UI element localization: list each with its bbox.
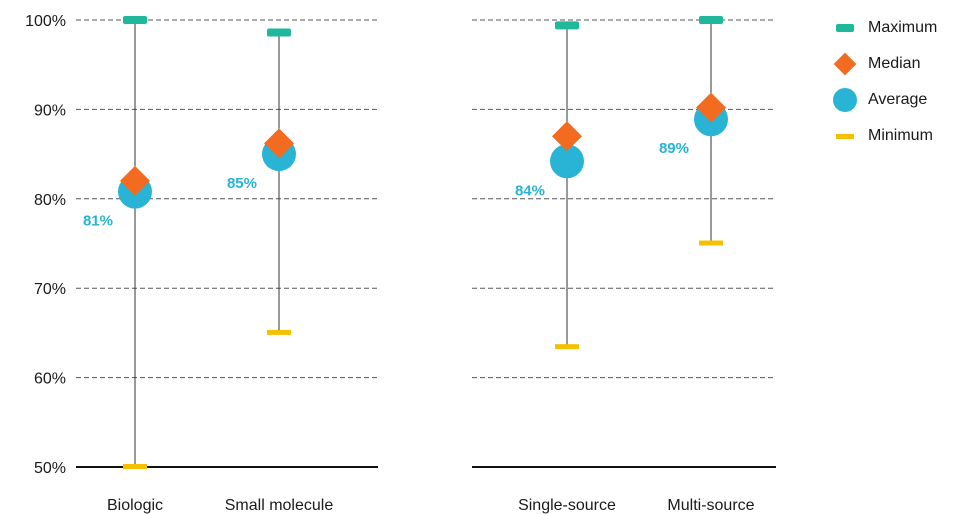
median-marker-icon	[832, 51, 858, 77]
legend-label-median: Median	[868, 55, 921, 72]
legend-item-maximum: Maximum	[832, 10, 937, 46]
legend: Maximum Median Average Minimum	[832, 10, 937, 154]
y-tick-label: 100%	[25, 13, 66, 30]
y-tick-label: 60%	[34, 371, 66, 388]
average-data-label: 85%	[227, 175, 257, 192]
average-data-label: 84%	[515, 182, 545, 199]
median-marker	[552, 121, 582, 152]
average-marker	[550, 144, 584, 179]
category-label: Biologic	[107, 497, 163, 514]
minimum-marker-icon	[832, 123, 858, 149]
average-marker-icon	[832, 87, 858, 113]
y-tick-label: 70%	[34, 281, 66, 298]
maximum-marker	[267, 28, 291, 37]
legend-item-minimum: Minimum	[832, 118, 937, 154]
average-data-label: 89%	[659, 140, 689, 157]
y-tick-label: 50%	[34, 460, 66, 477]
maximum-marker-icon	[832, 15, 858, 41]
category-label: Multi-source	[667, 497, 754, 514]
legend-label-minimum: Minimum	[868, 127, 933, 144]
median-marker	[696, 92, 726, 123]
minimum-marker	[555, 344, 579, 350]
maximum-marker	[699, 16, 723, 24]
minimum-marker	[699, 240, 723, 246]
legend-item-average: Average	[832, 82, 937, 118]
minimum-marker	[123, 464, 147, 469]
median-marker	[264, 128, 294, 159]
y-tick-label: 80%	[34, 192, 66, 209]
maximum-marker	[123, 16, 147, 24]
legend-item-median: Median	[832, 46, 937, 82]
median-marker	[120, 165, 150, 196]
category-label: Single-source	[518, 497, 616, 514]
average-data-label: 81%	[83, 213, 113, 230]
legend-label-maximum: Maximum	[868, 19, 938, 36]
legend-label-average: Average	[868, 91, 928, 108]
category-label: Small molecule	[225, 497, 334, 514]
y-tick-label: 90%	[34, 102, 66, 119]
maximum-marker	[555, 21, 579, 30]
minimum-marker	[267, 329, 291, 335]
